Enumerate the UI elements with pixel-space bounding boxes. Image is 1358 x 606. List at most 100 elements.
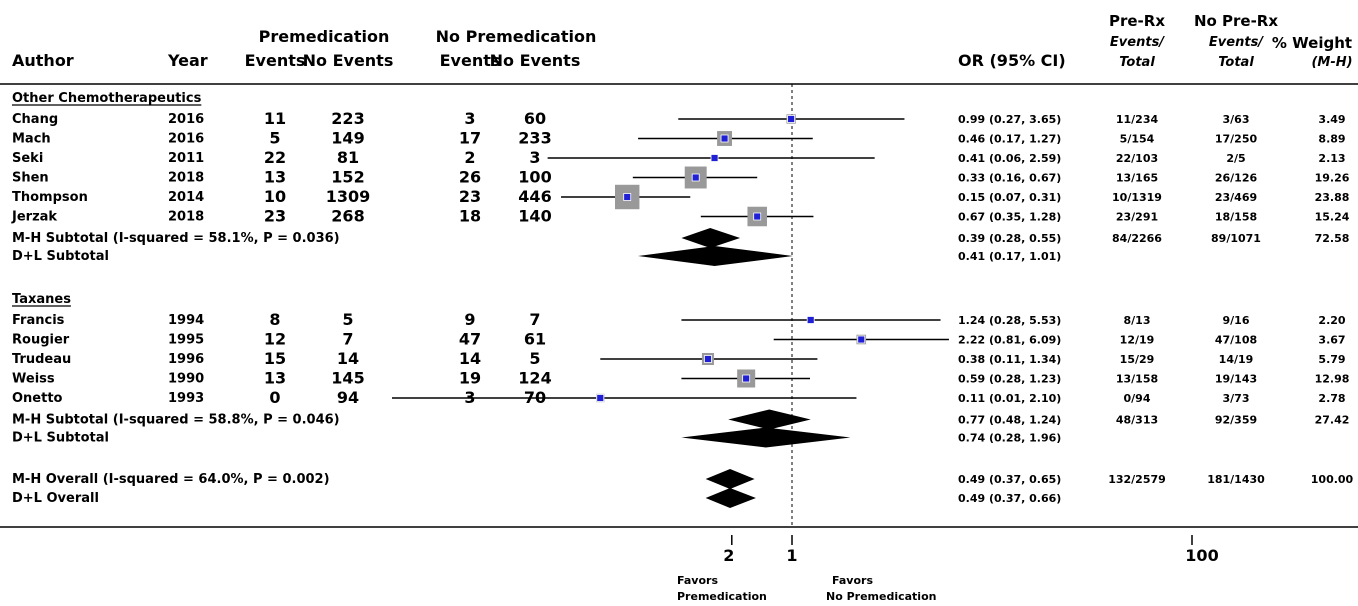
header-no-pre-rx-total: Total: [1218, 55, 1254, 70]
study-or-ci-group-1-study-5: 0.15 (0.07, 0.31): [958, 191, 1061, 204]
study-nopremed-no-events-group-1-study-6: 140: [518, 207, 551, 226]
study-or-ci-group-2-study-3: 0.38 (0.11, 1.34): [958, 353, 1061, 366]
study-premed-no-events-group-2-study-4: 145: [331, 369, 364, 388]
group-1-heading: Other Chemotherapeutics: [12, 91, 202, 106]
study-or-ci-group-1-study-1: 0.99 (0.27, 3.65): [958, 113, 1061, 126]
study-premed-no-events-group-2-study-1: 5: [342, 310, 353, 329]
study-year-group-2-study-3: 1996: [168, 352, 204, 367]
overall-mh-weight: 100.00: [1311, 473, 1354, 486]
study-premed-events-group-2-study-2: 12: [264, 330, 286, 349]
header-no-pre-rx: No Pre-Rx: [1194, 12, 1278, 30]
study-nopremed-no-events-group-1-study-5: 446: [518, 187, 551, 206]
study-no-pre-rx-group-2-study-2: 47/108: [1215, 334, 1257, 347]
group-1-mh-subtotal-label: M-H Subtotal (I-squared = 58.1%, P = 0.0…: [12, 231, 340, 246]
study-no-pre-rx-group-1-study-5: 23/469: [1215, 191, 1257, 204]
study-no-pre-rx-group-2-study-4: 19/143: [1215, 373, 1257, 386]
study-nopremed-events-group-2-study-4: 19: [459, 369, 481, 388]
overall-mh-no-pre-rx: 181/1430: [1207, 473, 1265, 486]
header-premed-events: Events: [245, 51, 306, 70]
study-premed-no-events-group-1-study-2: 149: [331, 129, 364, 148]
study-point-group-1-study-2: [720, 134, 729, 143]
header-weight: % Weight: [1272, 34, 1352, 52]
study-premed-events-group-2-study-1: 8: [269, 310, 280, 329]
study-pre-rx-group-1-study-3: 22/103: [1116, 152, 1158, 165]
study-point-group-1-study-5: [623, 193, 632, 201]
group-2-dl-subtotal-diamond: [681, 427, 851, 448]
study-weight-group-2-study-5: 2.78: [1318, 392, 1345, 405]
favors-no-premedication-1: Favors: [832, 574, 873, 587]
study-pre-rx-group-1-study-4: 13/165: [1116, 172, 1158, 185]
study-point-group-2-study-5: [596, 394, 605, 402]
study-pre-rx-group-1-study-5: 10/1319: [1112, 191, 1162, 204]
study-author-group-1-study-5: Thompson: [12, 190, 88, 205]
study-weight-group-1-study-5: 23.88: [1315, 191, 1350, 204]
header-author: Author: [12, 51, 74, 70]
study-weight-group-1-study-3: 2.13: [1318, 152, 1345, 165]
study-premed-no-events-group-1-study-3: 81: [337, 148, 359, 167]
study-weight-group-1-study-2: 8.89: [1318, 133, 1345, 146]
study-point-group-1-study-3: [710, 154, 719, 162]
header-nopremed-no-events: No Events: [490, 51, 581, 70]
header-or-ci: OR (95% CI): [958, 51, 1066, 70]
study-pre-rx-group-1-study-2: 5/154: [1120, 133, 1155, 146]
study-premed-events-group-1-study-4: 13: [264, 168, 286, 187]
study-year-group-1-study-1: 2016: [168, 112, 204, 127]
study-author-group-1-study-1: Chang: [12, 112, 58, 127]
study-year-group-1-study-4: 2018: [168, 171, 204, 186]
study-pre-rx-group-1-study-1: 11/234: [1116, 113, 1159, 126]
study-no-pre-rx-group-2-study-1: 9/16: [1223, 314, 1250, 327]
study-pre-rx-group-1-study-6: 23/291: [1116, 211, 1158, 224]
header-premedication: Premedication: [259, 27, 390, 46]
header-pre-rx: Pre-Rx: [1109, 12, 1165, 30]
study-author-group-2-study-4: Weiss: [12, 372, 55, 387]
study-pre-rx-group-2-study-3: 15/29: [1120, 353, 1155, 366]
header-premed-no-events: No Events: [303, 51, 394, 70]
favors-no-premedication-2: No Premedication: [826, 590, 936, 603]
study-premed-no-events-group-2-study-3: 14: [337, 349, 359, 368]
study-year-group-2-study-1: 1994: [168, 313, 204, 328]
study-no-pre-rx-group-1-study-6: 18/158: [1215, 211, 1257, 224]
study-or-ci-group-2-study-4: 0.59 (0.28, 1.23): [958, 373, 1061, 386]
favors-premedication-1: Favors: [677, 574, 718, 587]
group-1-mh-subtotal-weight: 72.58: [1315, 232, 1350, 245]
study-author-group-2-study-2: Rougier: [12, 333, 70, 348]
study-pre-rx-group-2-study-5: 0/94: [1124, 392, 1151, 405]
study-point-group-1-study-6: [753, 212, 762, 221]
study-premed-events-group-2-study-5: 0: [269, 388, 280, 407]
study-premed-no-events-group-1-study-6: 268: [331, 207, 364, 226]
favors-premedication-2: Premedication: [677, 590, 767, 603]
header-weight-mh: (M-H): [1311, 55, 1352, 70]
overall-dl-or-ci: 0.49 (0.37, 0.66): [958, 492, 1061, 505]
study-weight-group-2-study-4: 12.98: [1315, 373, 1350, 386]
header-no-pre-rx-events: Events/: [1209, 35, 1264, 50]
study-nopremed-events-group-2-study-1: 9: [464, 310, 475, 329]
overall-mh-pre-rx: 132/2579: [1108, 473, 1166, 486]
study-no-pre-rx-group-2-study-3: 14/19: [1219, 353, 1254, 366]
header-year: Year: [167, 51, 208, 70]
study-nopremed-no-events-group-2-study-3: 5: [529, 349, 540, 368]
group-1-mh-subtotal-pre-rx: 84/2266: [1112, 232, 1162, 245]
study-author-group-2-study-1: Francis: [12, 313, 65, 328]
study-author-group-1-study-4: Shen: [12, 171, 49, 186]
axis-tick-label-1: 2: [723, 546, 734, 565]
study-no-pre-rx-group-1-study-2: 17/250: [1215, 133, 1258, 146]
study-year-group-2-study-4: 1990: [168, 372, 204, 387]
study-nopremed-events-group-1-study-4: 26: [459, 168, 481, 187]
study-nopremed-events-group-1-study-3: 2: [464, 148, 475, 167]
study-no-pre-rx-group-1-study-1: 3/63: [1223, 113, 1250, 126]
study-weight-group-2-study-1: 2.20: [1318, 314, 1345, 327]
study-year-group-2-study-5: 1993: [168, 391, 204, 406]
group-2-mh-subtotal-diamond: [728, 409, 811, 430]
study-premed-no-events-group-1-study-1: 223: [331, 109, 364, 128]
study-nopremed-events-group-1-study-6: 18: [459, 207, 481, 226]
group-1-dl-subtotal-or-ci: 0.41 (0.17, 1.01): [958, 250, 1061, 263]
group-1-mh-subtotal-or-ci: 0.39 (0.28, 0.55): [958, 232, 1061, 245]
study-or-ci-group-2-study-1: 1.24 (0.28, 5.53): [958, 314, 1061, 327]
study-premed-no-events-group-1-study-4: 152: [331, 168, 364, 187]
study-author-group-1-study-2: Mach: [12, 132, 51, 147]
study-year-group-1-study-2: 2016: [168, 132, 204, 147]
study-or-ci-group-1-study-3: 0.41 (0.06, 2.59): [958, 152, 1061, 165]
study-nopremed-no-events-group-2-study-2: 61: [524, 330, 546, 349]
axis-tick-label-2: 1: [786, 546, 797, 565]
